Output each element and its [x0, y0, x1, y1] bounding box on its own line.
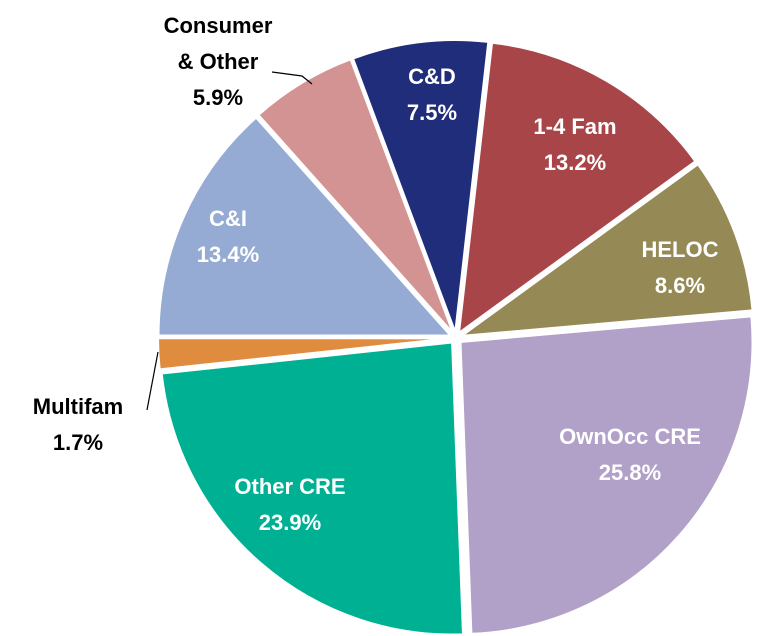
leader-line	[146, 351, 159, 411]
category-label: C&I	[209, 206, 247, 231]
pie-slice	[457, 41, 697, 335]
pie-slice	[458, 162, 754, 338]
value-label: 23.9%	[258, 510, 322, 535]
category-label: Multifam	[32, 394, 124, 419]
slice-label: Other CRE 23.9%	[234, 469, 345, 541]
pie-slice	[157, 337, 451, 371]
category-label: Consumer & Other	[163, 13, 273, 74]
slice-label: 1-4 Fam 13.2%	[533, 109, 616, 181]
pie-slice	[157, 116, 453, 337]
category-label: 1-4 Fam	[533, 114, 617, 139]
slice-label: C&I 13.4%	[197, 201, 259, 273]
category-label: Other CRE	[234, 474, 346, 499]
pie-slice	[257, 58, 454, 334]
slice-label: OwnOcc CRE 25.8%	[559, 419, 701, 491]
value-label: 5.9%	[192, 85, 244, 110]
value-label: 13.4%	[196, 242, 260, 267]
slice-label: Consumer & Other 5.9%	[158, 8, 278, 116]
category-label: OwnOcc CRE	[559, 424, 701, 449]
value-label: 25.8%	[598, 460, 662, 485]
pie-slice	[351, 39, 490, 333]
slice-label: HELOC 8.6%	[642, 232, 719, 304]
value-label: 13.2%	[543, 150, 607, 175]
value-label: 7.5%	[406, 100, 458, 125]
value-label: 8.6%	[654, 273, 706, 298]
slice-label: C&D 7.5%	[407, 59, 457, 131]
category-label: C&D	[408, 64, 456, 89]
slice-label: Multifam 1.7%	[33, 389, 123, 461]
leader-line	[271, 71, 313, 85]
pie-slice	[160, 341, 465, 636]
pie-slice	[459, 315, 754, 635]
category-label: HELOC	[641, 237, 719, 262]
value-label: 1.7%	[52, 430, 104, 455]
